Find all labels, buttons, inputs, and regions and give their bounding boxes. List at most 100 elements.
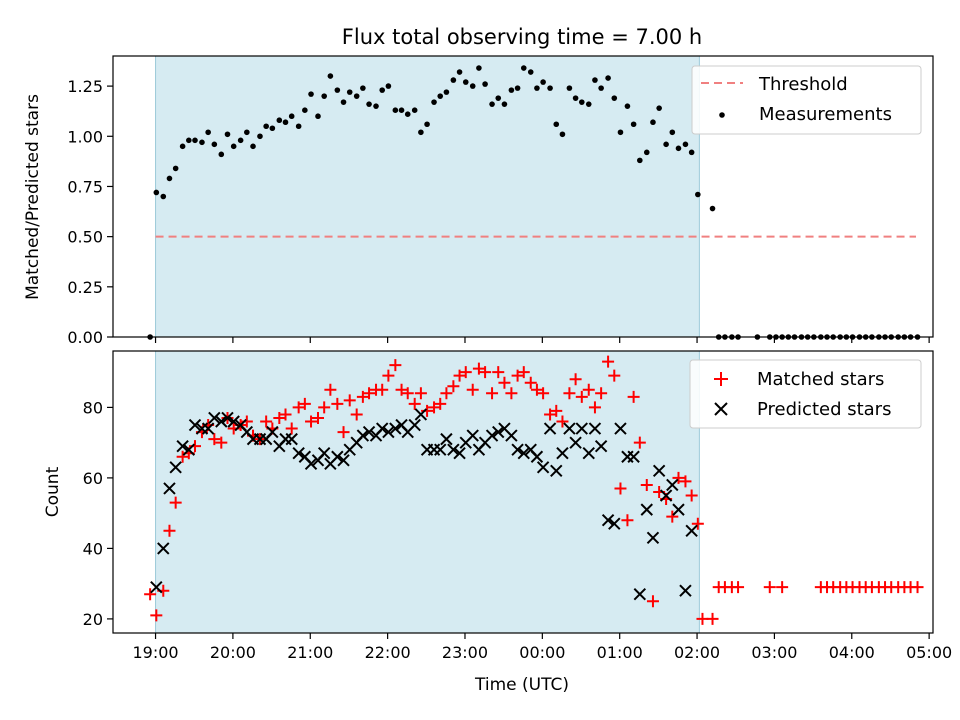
matched-star-point — [492, 366, 505, 379]
matched-star-point — [608, 369, 621, 382]
matched-star-point — [434, 397, 447, 410]
measurement-point — [353, 93, 360, 99]
matched-star-point — [544, 408, 557, 421]
matched-star-point — [563, 387, 576, 400]
predicted-star-point — [614, 422, 627, 435]
y-tick-label: 0.75 — [67, 177, 103, 196]
measurement-point — [695, 191, 701, 198]
measurement-point — [469, 83, 476, 89]
matched-star-point — [312, 411, 324, 424]
predicted-star-point — [337, 454, 350, 467]
matched-star-point — [208, 433, 221, 446]
measurement-point — [534, 85, 540, 91]
predicted-star-point — [569, 436, 582, 449]
measurement-point — [237, 137, 244, 144]
predicted-star-point — [227, 415, 240, 428]
y-tick-label: 0.00 — [67, 328, 103, 347]
predicted-star-point — [182, 443, 196, 456]
matched-star-point — [305, 415, 318, 428]
measurement-point — [540, 79, 546, 85]
measurement-point — [327, 73, 334, 79]
measurement-point — [624, 103, 631, 109]
predicted-star-point — [266, 425, 279, 439]
measurement-point — [656, 105, 662, 111]
matched-star-point — [517, 366, 530, 379]
matched-star-point — [575, 390, 588, 403]
matched-star-point — [337, 426, 350, 439]
matched-star-point — [376, 383, 389, 396]
top-axes-frame — [112, 55, 934, 338]
predicted-star-point — [640, 503, 653, 516]
predicted-star-point — [382, 425, 395, 439]
measurement-point — [643, 149, 650, 156]
predicted-star-point — [169, 461, 182, 474]
matched-star-point — [556, 415, 569, 428]
matched-star-point — [350, 408, 363, 421]
predicted-star-point — [679, 584, 692, 597]
measurement-point — [650, 119, 656, 126]
predicted-star-point — [672, 503, 685, 516]
matched-star-point — [550, 404, 563, 417]
matched-star-point — [331, 397, 344, 410]
measurement-point — [230, 143, 237, 150]
predicted-star-point — [582, 447, 595, 460]
predicted-star-point — [304, 457, 318, 471]
matched-star-point — [472, 362, 485, 375]
matched-star-point — [260, 415, 273, 428]
measurement-point — [288, 113, 295, 120]
matched-star-point — [666, 510, 679, 523]
matched-star-point — [498, 376, 511, 389]
measurement-point — [295, 123, 302, 130]
measurement-point — [553, 121, 560, 128]
matched-star-point — [646, 595, 659, 608]
top-legend: Threshold Measurements — [691, 65, 922, 135]
matched-star-point — [298, 397, 311, 410]
measurement-point — [224, 131, 231, 138]
predicted-star-point — [376, 422, 389, 435]
matched-star-point — [150, 609, 163, 622]
measurement-point — [404, 111, 411, 118]
predicted-star-point — [440, 432, 453, 446]
predicted-star-point — [362, 425, 376, 439]
matched-star-point — [215, 436, 228, 449]
matched-star-point — [466, 383, 479, 396]
measurement-point — [172, 165, 179, 172]
predicted-star-point — [536, 461, 550, 474]
predicted-star-point — [150, 580, 163, 594]
y-tick-label: 40 — [83, 539, 103, 558]
matched-star-point — [169, 496, 182, 509]
measurement-point — [276, 117, 283, 124]
y-tick-label: 0.50 — [67, 228, 103, 247]
measurement-point — [592, 77, 598, 83]
legend-predicted-marker — [714, 402, 728, 416]
measurement-point — [360, 85, 366, 91]
predicted-star-point — [163, 482, 176, 495]
matched-star-point — [530, 383, 543, 396]
predicted-star-point — [575, 422, 588, 435]
matched-star-point — [614, 482, 627, 495]
measurement-point — [605, 75, 611, 81]
measurement-point — [637, 157, 643, 164]
matched-star-point — [685, 489, 698, 502]
measurement-point — [244, 129, 250, 136]
measurement-point — [598, 85, 604, 91]
measurement-point — [282, 119, 289, 126]
panel-top: Flux total observing time = 7.00 h 0.00 0… — [23, 25, 934, 347]
predicted-star-point — [608, 517, 621, 530]
predicted-star-point — [317, 447, 331, 460]
predicted-star-point — [176, 439, 189, 453]
matched-star-point — [479, 366, 492, 379]
y-tick-label: 1.00 — [67, 127, 103, 146]
matched-star-point — [279, 408, 292, 421]
legend-predicted-label: Predicted stars — [757, 399, 891, 420]
measurement-point — [547, 85, 553, 91]
bottom-legend: Matched stars Predicted stars — [689, 359, 922, 429]
matched-star-point — [363, 387, 376, 400]
measurement-point — [501, 101, 508, 107]
predicted-star-point — [659, 489, 673, 502]
measurement-point — [688, 149, 695, 156]
measurement-point — [179, 143, 186, 150]
measurement-point — [302, 107, 308, 113]
measurement-point — [443, 89, 450, 95]
